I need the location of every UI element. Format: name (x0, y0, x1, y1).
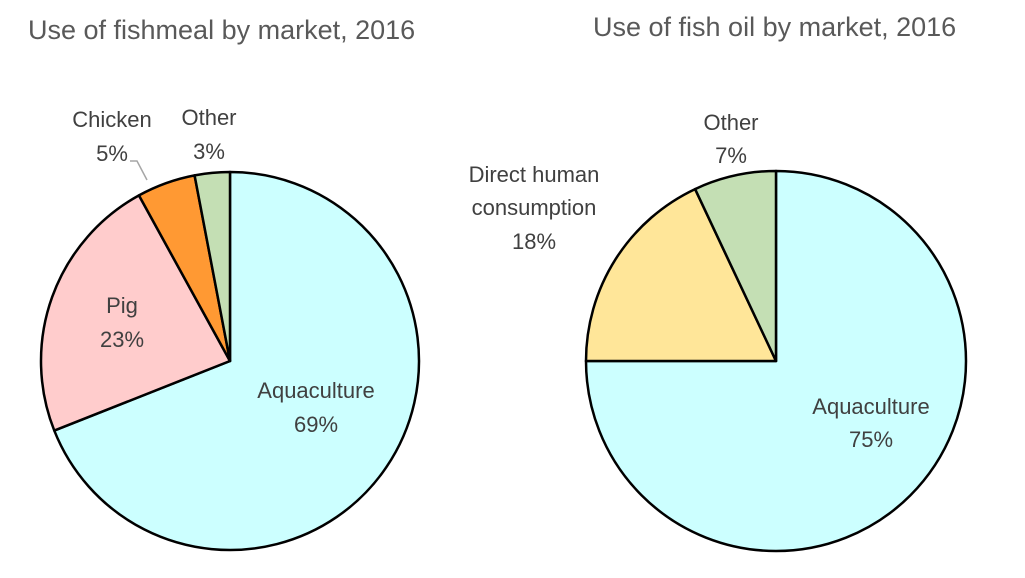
fishoil-slice-other (693, 169, 778, 363)
fishmeal-chart-title: Use of fishmeal by market, 2016 (28, 15, 415, 45)
fishmeal-pig-label: Pig (106, 293, 138, 318)
fishoil-dhc-value: 18% (512, 229, 556, 254)
fishmeal-slice-other (193, 170, 232, 363)
fishmeal-pig-value: 23% (100, 327, 144, 352)
fishoil-dhc-label-line2: consumption (472, 195, 597, 220)
fishmeal-aquaculture-label: Aquaculture (257, 378, 374, 403)
fishoil-aquaculture-label: Aquaculture (812, 394, 929, 419)
fishoil-chart-title: Use of fish oil by market, 2016 (593, 12, 956, 42)
fishoil-other-value: 7% (715, 143, 747, 168)
chicken-leader-line (130, 160, 148, 181)
fishoil-dhc-label-line1: Direct human (469, 162, 600, 187)
fishoil-other-label: Other (703, 110, 758, 135)
fishmeal-slice-aquaculture (53, 170, 421, 552)
fishoil-slice-direct-human-consumption (584, 187, 778, 363)
fishmeal-other-label: Other (181, 105, 236, 130)
fishmeal-other-value: 3% (193, 139, 225, 164)
fishoil-pie (584, 169, 968, 553)
fishmeal-aquaculture-value: 69% (294, 412, 338, 437)
fishoil-aquaculture-value: 75% (849, 427, 893, 452)
fishmeal-chicken-value: 5% (96, 141, 128, 166)
fishmeal-chicken-label: Chicken (72, 107, 151, 132)
fishmeal-slice-pig (39, 194, 232, 432)
fishmeal-pie (39, 170, 421, 552)
